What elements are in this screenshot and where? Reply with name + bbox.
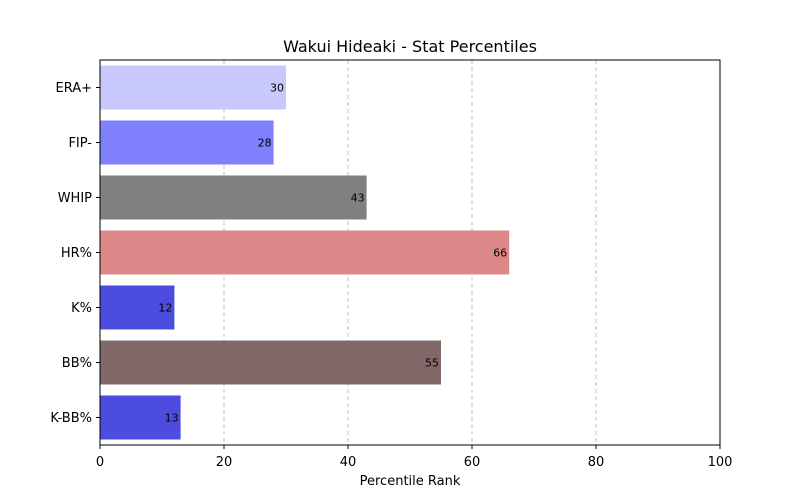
- bar-5: [100, 340, 441, 385]
- bar-value-labels: 30 28 43 66 12 55 13: [158, 82, 507, 425]
- x-tick-label-5: 100: [708, 455, 733, 470]
- y-tick-label-0: ERA+: [55, 81, 92, 96]
- y-tick-label-4: K%: [71, 301, 92, 316]
- y-tick-label-5: BB%: [62, 356, 92, 371]
- bar-value-3: 66: [493, 247, 507, 260]
- y-tick-label-3: HR%: [61, 246, 92, 261]
- bar-2: [100, 175, 367, 220]
- y-axis-ticks: ERA+ FIP- WHIP HR% K% BB% K-BB%: [50, 81, 100, 426]
- bar-4: [100, 285, 175, 330]
- x-tick-label-1: 20: [216, 455, 233, 470]
- bars: [100, 65, 510, 440]
- y-tick-label-6: K-BB%: [50, 411, 92, 426]
- bar-0: [100, 65, 286, 110]
- bar-value-1: 28: [258, 137, 272, 150]
- bar-3: [100, 230, 510, 275]
- bar-6: [100, 395, 181, 440]
- x-axis-title: Percentile Rank: [360, 474, 461, 489]
- x-tick-label-4: 80: [588, 455, 605, 470]
- x-tick-label-2: 40: [340, 455, 357, 470]
- x-axis-ticks: 0 20 40 60 80 100: [96, 445, 733, 470]
- x-tick-label-0: 0: [96, 455, 104, 470]
- bar-value-4: 12: [158, 302, 172, 315]
- y-tick-label-2: WHIP: [58, 191, 92, 206]
- chart-title: Wakui Hideaki - Stat Percentiles: [283, 37, 537, 56]
- bar-value-0: 30: [270, 82, 284, 95]
- bar-value-2: 43: [351, 192, 365, 205]
- bar-1: [100, 120, 274, 165]
- y-tick-label-1: FIP-: [68, 136, 92, 151]
- bar-value-5: 55: [425, 357, 439, 370]
- x-tick-label-3: 60: [464, 455, 481, 470]
- bar-value-6: 13: [165, 412, 179, 425]
